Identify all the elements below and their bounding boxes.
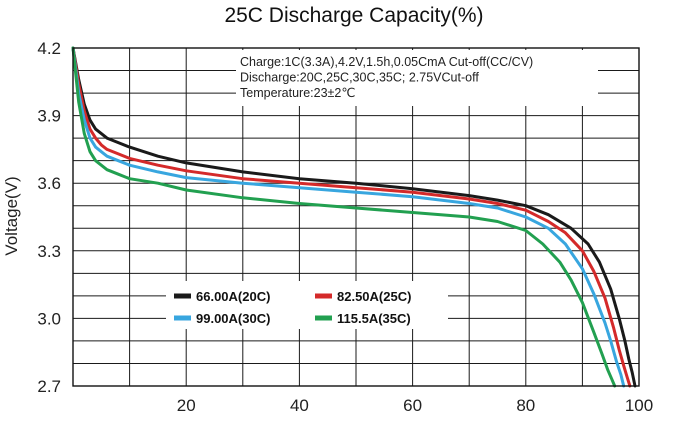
series-line (71, 46, 637, 388)
y-axis-label: Voltage(V) (2, 176, 21, 255)
x-tick-labels: 20 40 60 80 100 (177, 396, 653, 415)
legend-label: 99.00A(30C) (196, 311, 270, 326)
legend-label: 82.50A(25C) (337, 289, 411, 304)
annotation-line: Discharge:20C,25C,30C,35C; 2.75VCut-off (240, 71, 479, 85)
legend-label: 66.00A(20C) (196, 289, 270, 304)
series-lines (71, 46, 637, 388)
y-tick-label: 3.9 (37, 107, 61, 126)
chart-title: 25C Discharge Capacity(%) (224, 4, 483, 27)
x-tick-label: 100 (625, 396, 653, 415)
x-tick-label: 80 (516, 396, 535, 415)
y-tick-label: 2.7 (37, 377, 61, 396)
y-tick-labels: 4.2 3.9 3.6 3.3 3.0 2.7 (37, 39, 61, 396)
y-tick-label: 3.0 (37, 309, 61, 328)
legend-label: 115.5A(35C) (337, 311, 411, 326)
annotation-line: Temperature:23±2℃ (240, 86, 355, 100)
y-tick-label: 4.2 (37, 39, 61, 58)
x-tick-label: 60 (403, 396, 422, 415)
series-line (71, 46, 632, 388)
annotation-box (236, 50, 598, 106)
annotations: Charge:1C(3.3A),4.2V,1.5h,0.05CmA Cut-of… (240, 55, 533, 100)
y-tick-label: 3.6 (37, 174, 61, 193)
series-line (71, 46, 617, 388)
legend: 66.00A(20C) 82.50A(25C) 99.00A(30C) 115.5A(… (174, 289, 411, 326)
x-tick-label: 20 (177, 396, 196, 415)
y-tick-label: 3.3 (37, 242, 61, 261)
series-line (71, 46, 626, 388)
legend-box (166, 281, 448, 329)
annotation-line: Charge:1C(3.3A),4.2V,1.5h,0.05CmA Cut-of… (240, 55, 533, 69)
x-tick-label: 40 (290, 396, 309, 415)
plot-frame (72, 47, 640, 387)
